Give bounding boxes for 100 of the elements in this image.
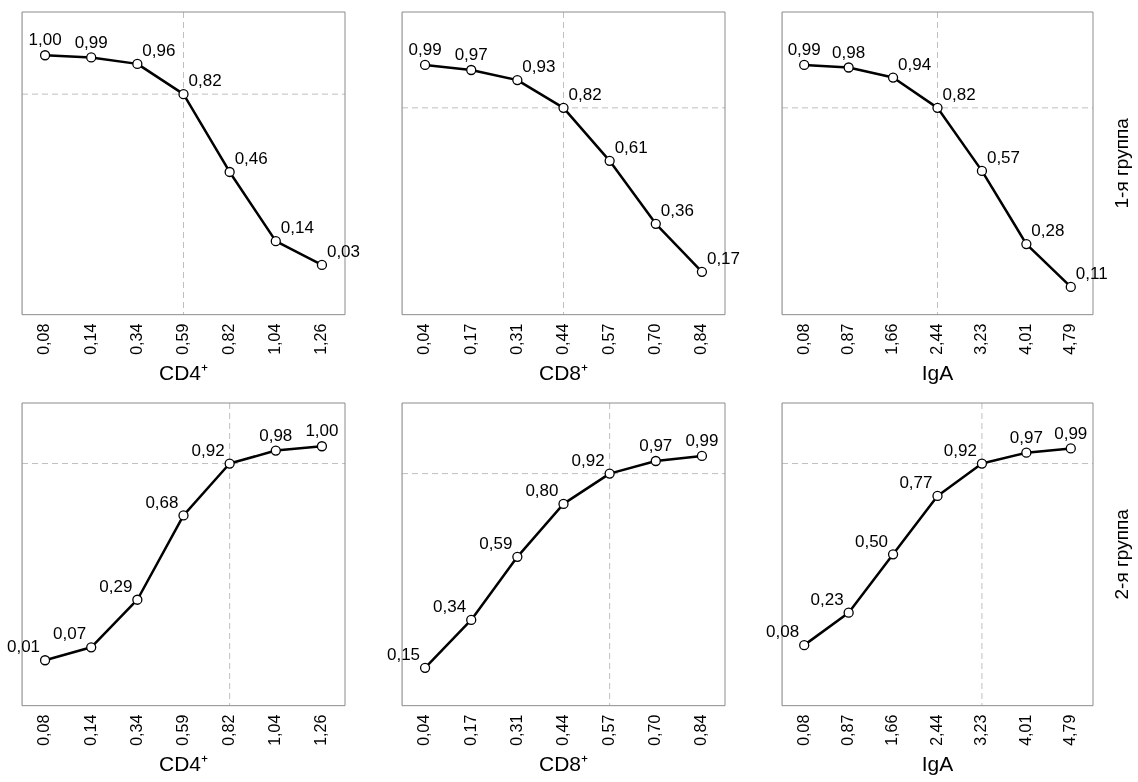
data-label: 0,99 xyxy=(408,40,442,60)
point xyxy=(887,72,899,83)
x-axis-title: CD4⁺ xyxy=(158,752,209,776)
text: 1-я группа xyxy=(1111,117,1133,209)
x-tick-label: 0,17 xyxy=(461,323,479,355)
x-axis-title: IgA xyxy=(921,752,954,776)
point xyxy=(604,468,615,479)
x-tick-label: 0,34 xyxy=(127,714,145,746)
data-label: 0,98 xyxy=(259,425,293,445)
point xyxy=(466,614,477,626)
point xyxy=(132,58,143,70)
x-axis-title: CD8⁺ xyxy=(538,752,589,776)
x-tick-label: 0,44 xyxy=(553,323,571,355)
text: 2-я группа xyxy=(1111,508,1133,600)
data-label: 0,57 xyxy=(986,148,1021,168)
point xyxy=(1021,447,1032,458)
point xyxy=(39,655,51,666)
data-label: 0,97 xyxy=(639,436,673,456)
point xyxy=(132,594,143,605)
data-label: 0,11 xyxy=(1075,264,1108,284)
x-tick-label: 0,31 xyxy=(507,323,525,355)
data-label: 0,94 xyxy=(898,54,932,74)
data-label: 0,34 xyxy=(433,597,467,617)
point xyxy=(976,458,988,469)
point xyxy=(843,62,854,73)
data-label: 0,97 xyxy=(454,45,488,65)
data-label: 0,23 xyxy=(810,589,844,609)
x-tick-label: 0,84 xyxy=(692,323,710,355)
data-label: 0,07 xyxy=(53,624,87,644)
x-axis-title: CD8⁺ xyxy=(538,361,589,385)
data-label: 0,82 xyxy=(188,71,222,91)
x-tick-label: 0,59 xyxy=(173,714,191,746)
x-tick-label: 0,04 xyxy=(415,714,433,746)
x-tick-label: 1,66 xyxy=(883,714,901,746)
x-tick-label: 0,87 xyxy=(839,714,857,746)
data-label: 0,03 xyxy=(326,242,361,262)
point xyxy=(270,236,281,247)
point xyxy=(799,59,810,71)
point xyxy=(316,259,328,271)
x-tick-label: 2,44 xyxy=(927,323,945,355)
x-tick-label: 0,34 xyxy=(127,323,145,355)
x-tick-label: 0,57 xyxy=(600,714,618,746)
x-tick-label: 1,26 xyxy=(312,323,330,355)
data-label: 0,68 xyxy=(145,492,179,512)
data-label: 0,82 xyxy=(942,85,976,105)
data-label: 0,99 xyxy=(787,40,821,60)
x-tick-label: 0,08 xyxy=(794,714,812,746)
data-label: 0,80 xyxy=(525,481,559,501)
x-tick-label: 0,59 xyxy=(173,323,191,355)
data-label: 0,59 xyxy=(479,534,513,554)
x-tick-label: 1,04 xyxy=(266,323,284,355)
point xyxy=(86,52,97,63)
x-axis-title: CD4⁺ xyxy=(158,361,209,385)
x-tick-label: 0,08 xyxy=(35,323,53,355)
point xyxy=(86,642,97,653)
data-label: 0,08 xyxy=(766,622,800,642)
data-label: 0,14 xyxy=(280,218,314,238)
point xyxy=(224,166,235,178)
point xyxy=(419,662,431,673)
data-label: 0,99 xyxy=(74,32,108,52)
x-tick-label: 4,79 xyxy=(1061,714,1079,746)
data-label: 0,92 xyxy=(571,450,605,470)
x-tick-label: 0,44 xyxy=(553,714,571,746)
x-tick-label: 4,79 xyxy=(1061,323,1079,355)
data-label: 1,00 xyxy=(28,30,62,50)
point xyxy=(419,59,431,71)
point xyxy=(466,64,477,76)
point xyxy=(887,549,899,560)
point xyxy=(178,510,189,521)
data-label: 0,99 xyxy=(1054,423,1088,443)
point xyxy=(1065,281,1076,293)
x-tick-label: 0,84 xyxy=(692,714,710,746)
data-label: 0,36 xyxy=(660,201,694,221)
point xyxy=(558,102,569,113)
data-label: 0,99 xyxy=(685,431,719,451)
x-tick-label: 0,87 xyxy=(839,323,857,355)
x-tick-label: 4,01 xyxy=(1016,714,1034,746)
point xyxy=(650,455,661,467)
point xyxy=(316,441,328,452)
data-label: 0,77 xyxy=(899,473,933,493)
data-label: 0,17 xyxy=(706,248,741,268)
x-tick-label: 0,14 xyxy=(81,714,99,746)
data-label: 1,00 xyxy=(305,421,339,441)
data-label: 0,29 xyxy=(99,576,133,596)
data-label: 0,96 xyxy=(142,41,176,61)
x-tick-label: 3,23 xyxy=(972,323,990,355)
data-label: 0,15 xyxy=(386,645,421,665)
x-tick-label: 4,01 xyxy=(1016,323,1034,355)
data-label: 0,92 xyxy=(943,440,977,460)
x-tick-label: 0,14 xyxy=(81,323,99,355)
point xyxy=(696,266,708,277)
data-label: 0,98 xyxy=(832,42,866,62)
point xyxy=(932,102,943,113)
data-label: 0,93 xyxy=(522,57,556,77)
point xyxy=(696,450,708,462)
x-tick-label: 3,23 xyxy=(972,714,990,746)
x-tick-label: 1,04 xyxy=(266,714,284,746)
x-tick-label: 0,31 xyxy=(507,714,525,746)
data-label: 0,97 xyxy=(1009,427,1043,447)
point xyxy=(39,50,51,61)
